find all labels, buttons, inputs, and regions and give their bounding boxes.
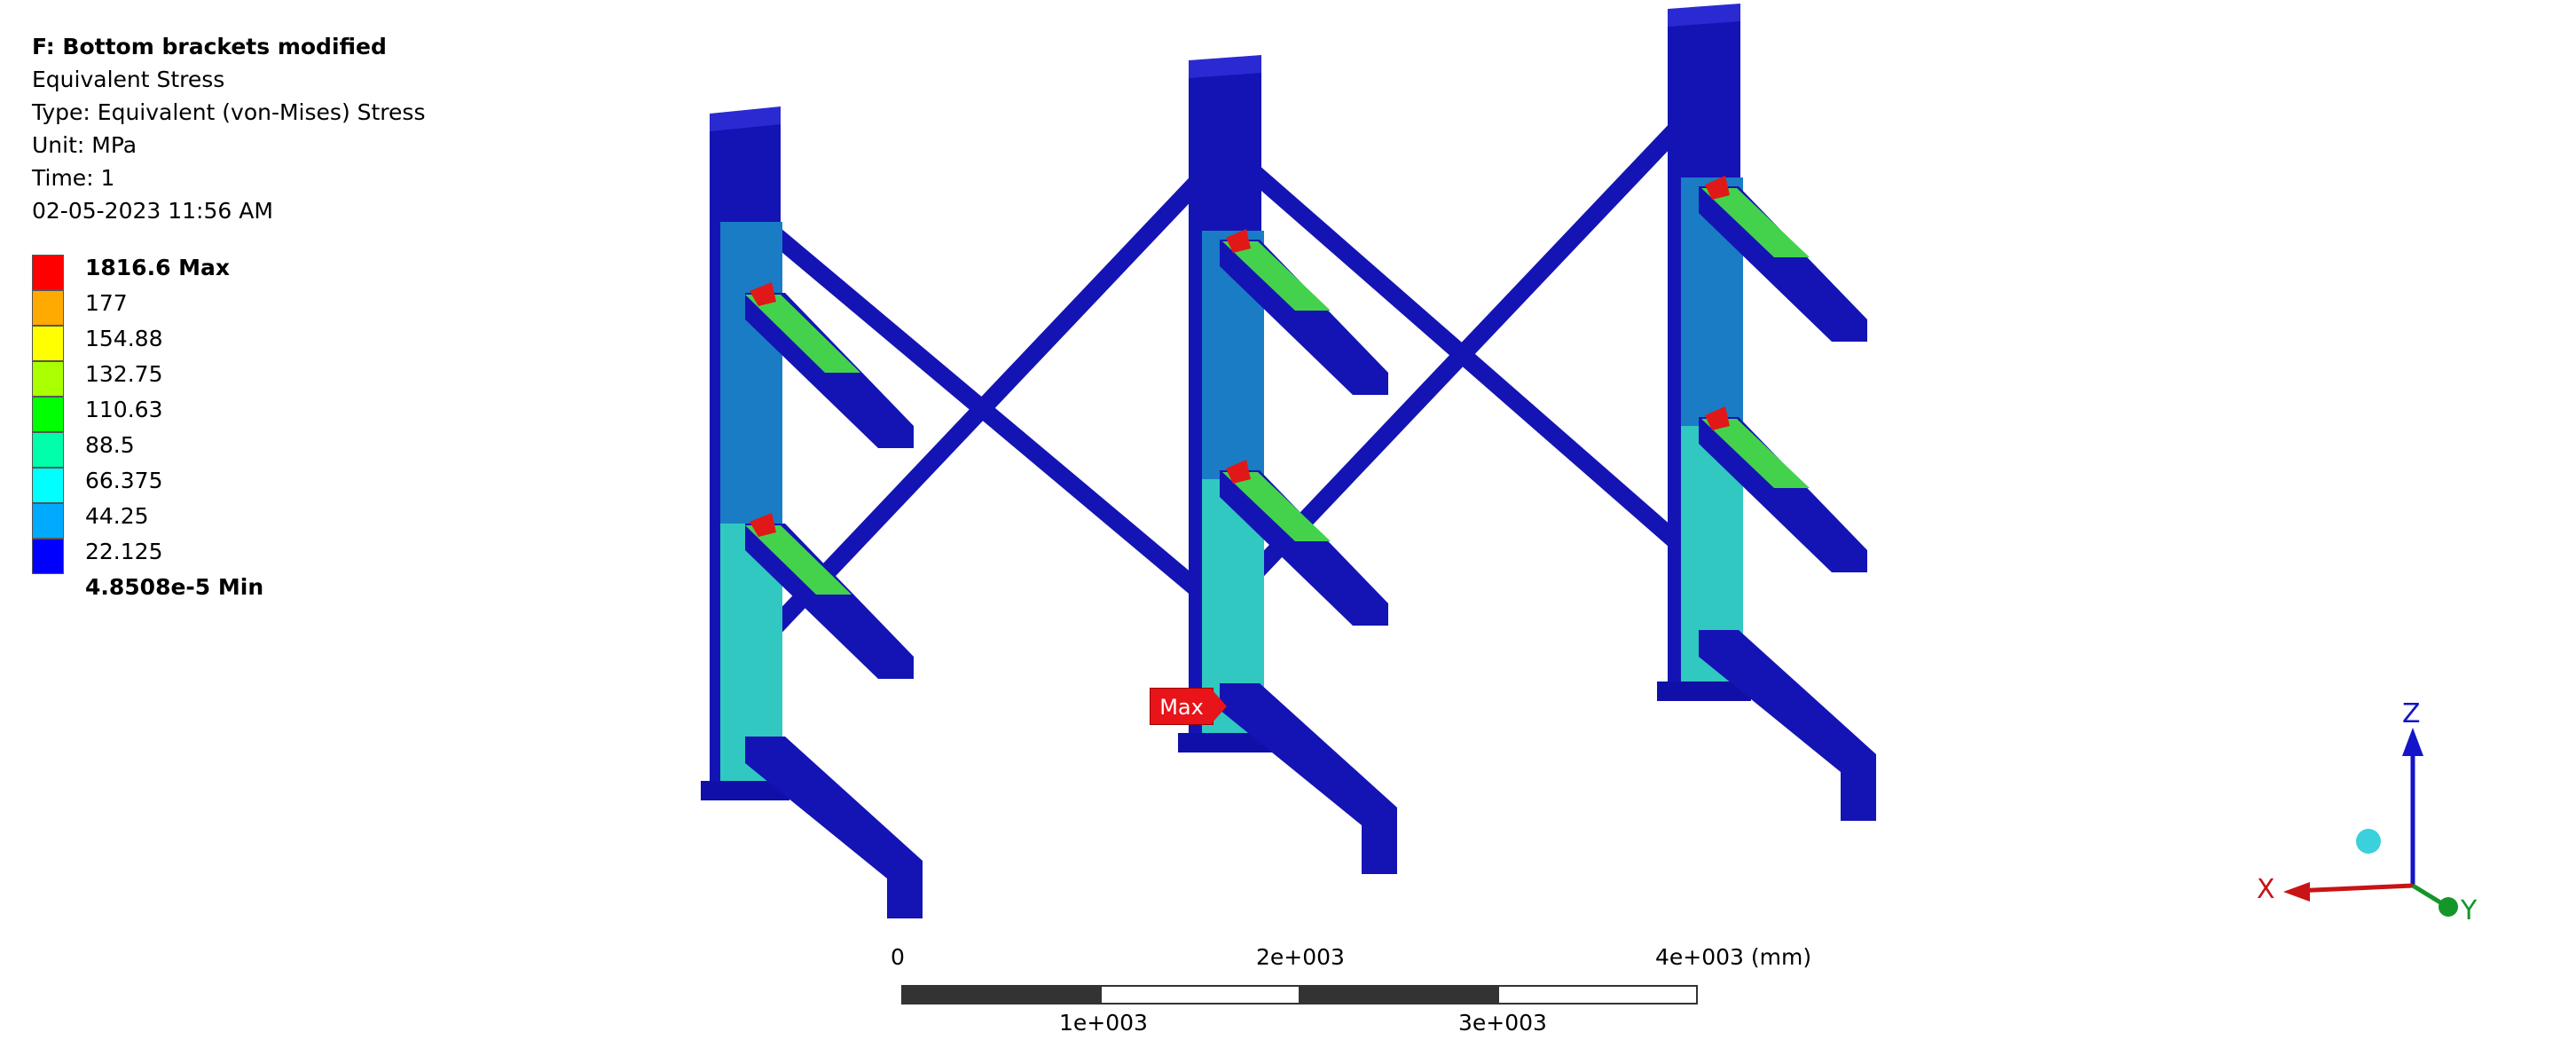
result-unit: Unit: MPa bbox=[32, 132, 137, 158]
legend-band: 154.88 bbox=[32, 326, 351, 361]
analysis-title: F: Bottom brackets modified bbox=[32, 34, 387, 59]
legend-band-max: 1816.6 Max bbox=[32, 255, 351, 290]
legend-label: 1816.6 Max bbox=[85, 255, 231, 280]
legend-label: 177 bbox=[85, 290, 128, 316]
scale-label-4000: 4e+003 (mm) bbox=[1655, 944, 1812, 970]
upright-middle bbox=[1178, 55, 1272, 752]
legend-swatch bbox=[32, 468, 64, 503]
max-probe-pointer bbox=[1213, 690, 1227, 722]
cantilever-arms bbox=[745, 176, 1876, 918]
legend-label: 132.75 bbox=[85, 361, 163, 387]
legend-swatch bbox=[32, 432, 64, 468]
result-time: Time: 1 bbox=[32, 165, 115, 191]
x-axis-label: X bbox=[2257, 874, 2275, 905]
legend-band: 66.375 bbox=[32, 468, 351, 503]
x-axis-arrow bbox=[2283, 882, 2310, 902]
legend-label: 66.375 bbox=[85, 468, 163, 493]
legend-band: 177 bbox=[32, 290, 351, 326]
legend-band: 88.5 bbox=[32, 432, 351, 468]
legend-label: 88.5 bbox=[85, 432, 135, 458]
legend-label: 154.88 bbox=[85, 326, 163, 351]
legend-swatch bbox=[32, 290, 64, 326]
scale-segment-4 bbox=[1497, 985, 1698, 1005]
isometric-view-ball[interactable] bbox=[2356, 829, 2381, 854]
legend-swatch bbox=[32, 503, 64, 539]
legend-band: 110.63 bbox=[32, 397, 351, 432]
legend-swatch bbox=[32, 539, 64, 574]
result-timestamp: 02-05-2023 11:56 AM bbox=[32, 198, 273, 224]
scale-segment-1 bbox=[901, 985, 1102, 1005]
scale-segment-3 bbox=[1299, 985, 1499, 1005]
legend-label: 4.8508e-5 Min bbox=[85, 574, 264, 600]
legend-band: 22.125 bbox=[32, 539, 351, 574]
legend-label: 22.125 bbox=[85, 539, 163, 564]
upright-right bbox=[1657, 4, 1751, 701]
max-probe-label[interactable]: Max bbox=[1150, 688, 1228, 725]
upright-left bbox=[701, 106, 789, 800]
legend-swatch bbox=[32, 326, 64, 361]
scale-label-3000: 3e+003 bbox=[1458, 1010, 1547, 1036]
result-name: Equivalent Stress bbox=[32, 67, 225, 92]
legend-band: 132.75 bbox=[32, 361, 351, 397]
z-axis-label: Z bbox=[2402, 698, 2421, 729]
scale-label-1000: 1e+003 bbox=[1059, 1010, 1148, 1036]
scale-label-0: 0 bbox=[891, 944, 905, 970]
y-axis-end bbox=[2439, 897, 2458, 917]
axis-triad[interactable]: Z X Y bbox=[2227, 692, 2493, 941]
legend-band-min: 4.8508e-5 Min bbox=[32, 574, 351, 601]
legend-swatch bbox=[32, 361, 64, 397]
result-type: Type: Equivalent (von-Mises) Stress bbox=[32, 99, 426, 125]
legend-swatch bbox=[32, 255, 64, 290]
legend-swatch bbox=[32, 397, 64, 432]
x-axis-line bbox=[2293, 883, 2414, 894]
y-axis-label: Y bbox=[2460, 895, 2478, 926]
z-axis-arrow bbox=[2402, 728, 2423, 756]
legend-label: 110.63 bbox=[85, 397, 163, 422]
result-info: F: Bottom brackets modified Equivalent S… bbox=[32, 30, 425, 227]
y-axis-line bbox=[2411, 883, 2446, 908]
cross-bracing bbox=[767, 111, 1694, 634]
legend-label: 44.25 bbox=[85, 503, 149, 529]
legend-band: 44.25 bbox=[32, 503, 351, 539]
scale-label-2000: 2e+003 bbox=[1256, 944, 1345, 970]
scale-segment-2 bbox=[1100, 985, 1300, 1005]
max-probe-text: Max bbox=[1150, 688, 1213, 725]
